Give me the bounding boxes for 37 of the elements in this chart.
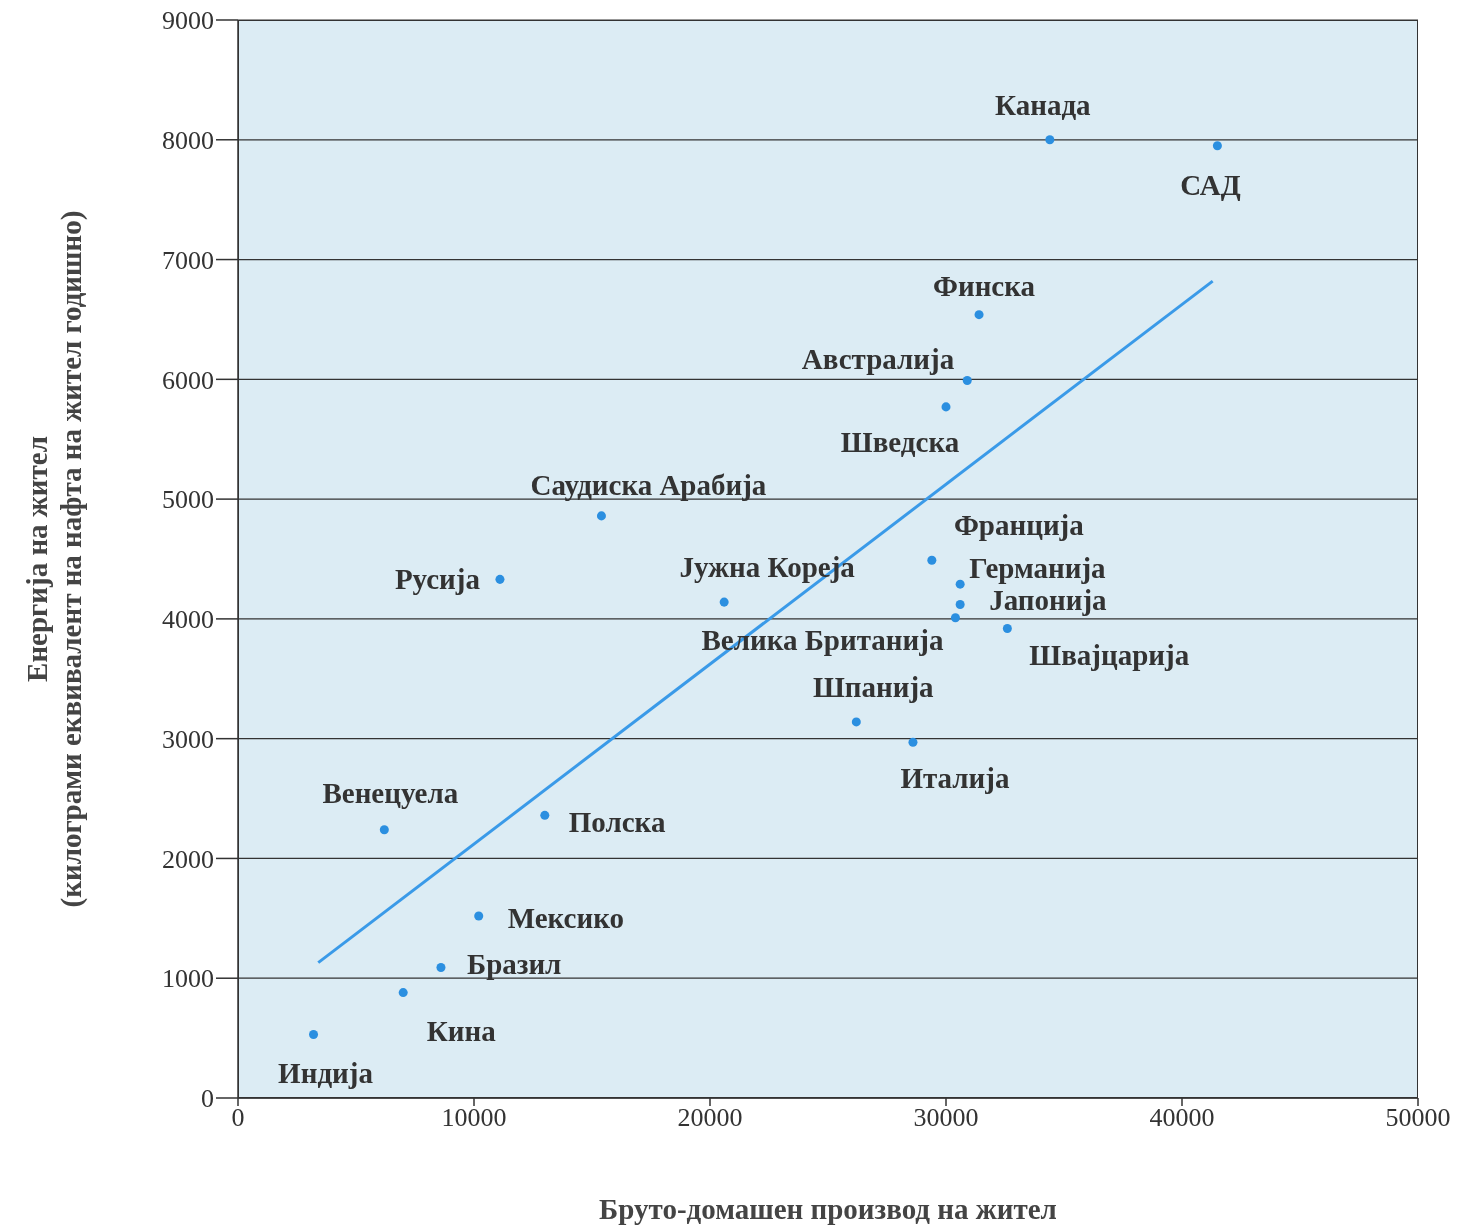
y-tick-label: 3000	[162, 724, 214, 754]
y-axis-title: Енергија на жител (килограми еквивалент на нафта на жител годишно)	[21, 210, 88, 908]
y-tick-label: 5000	[162, 485, 214, 515]
annotation: Мексико	[507, 901, 624, 934]
x-tick-label: 10000	[441, 1103, 507, 1133]
annotation: Австралија	[801, 342, 955, 375]
annotation: Финска	[933, 269, 1036, 302]
y-tick-label: 4000	[162, 605, 214, 635]
annotation: Венецуела	[322, 776, 459, 809]
annotation: Швајцарија	[1029, 639, 1190, 672]
annotation: Јапонија	[989, 583, 1108, 616]
y-tick-label: 0	[201, 1084, 214, 1114]
x-tick-label: 20000	[677, 1103, 743, 1133]
y-tick-label: 2000	[162, 844, 214, 874]
y-tick-label: 9000	[162, 6, 214, 36]
annotation: Саудиска Арабија	[530, 468, 767, 501]
x-tick-label: 30000	[913, 1103, 979, 1133]
y-tick-label: 1000	[162, 964, 214, 994]
annotation: Полска	[568, 806, 666, 839]
annotation: Кина	[426, 1014, 497, 1047]
annotation: Франција	[953, 509, 1085, 542]
x-tick-label: 40000	[1149, 1103, 1215, 1133]
annotation: Индија	[278, 1056, 374, 1089]
annotation: Бразил	[466, 948, 562, 981]
annotation: Германија	[969, 552, 1107, 585]
x-tick-label: 50000	[1385, 1103, 1451, 1133]
y-tick-label: 7000	[162, 245, 214, 275]
y-tick-label: 6000	[162, 365, 214, 395]
annotation: Канада	[995, 88, 1092, 121]
x-tick-label: 0	[231, 1103, 245, 1133]
annotation: Шведска	[840, 425, 960, 458]
annotation: Русија	[394, 563, 481, 596]
x-axis-title: Бруто-домашен производ на жител	[599, 1193, 1057, 1225]
annotation: Италија	[900, 762, 1010, 795]
annotation: САД	[1180, 168, 1241, 201]
annotation: Шпанија	[813, 670, 935, 703]
y-tick-label: 8000	[162, 126, 214, 156]
